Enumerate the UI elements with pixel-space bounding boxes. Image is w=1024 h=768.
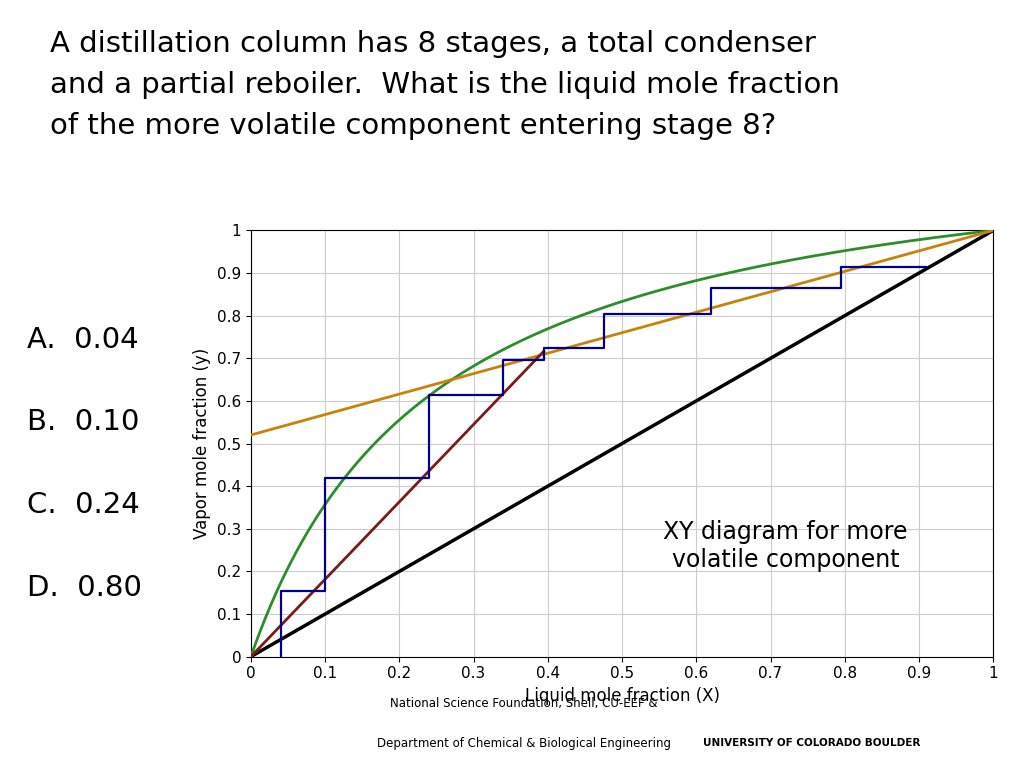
- Text: B.  0.10: B. 0.10: [28, 409, 140, 436]
- X-axis label: Liquid mole fraction (X): Liquid mole fraction (X): [524, 687, 720, 705]
- Text: National Science Foundation, Shell, CU-EEF &: National Science Foundation, Shell, CU-E…: [390, 697, 657, 710]
- Text: A distillation column has 8 stages, a total condenser
and a partial reboiler.  W: A distillation column has 8 stages, a to…: [50, 30, 840, 141]
- Text: Department of Chemical & Biological Engineering: Department of Chemical & Biological Engi…: [377, 737, 671, 750]
- Text: A.  0.04: A. 0.04: [28, 326, 139, 354]
- Y-axis label: Vapor mole fraction (y): Vapor mole fraction (y): [194, 348, 211, 539]
- Text: D.  0.80: D. 0.80: [28, 574, 142, 601]
- Text: C.  0.24: C. 0.24: [28, 491, 140, 519]
- Text: XY diagram for more
volatile component: XY diagram for more volatile component: [664, 520, 907, 571]
- Text: UNIVERSITY OF COLORADO BOULDER: UNIVERSITY OF COLORADO BOULDER: [702, 738, 921, 748]
